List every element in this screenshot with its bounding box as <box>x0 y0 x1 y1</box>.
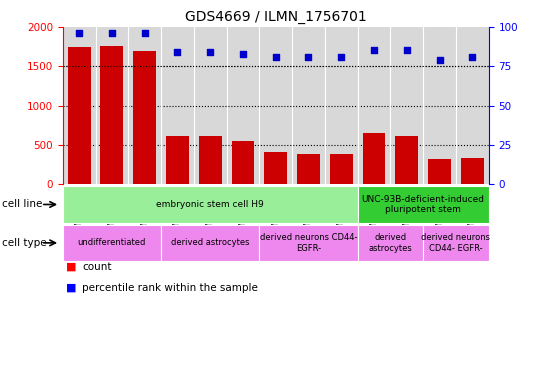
Point <box>337 54 346 60</box>
Bar <box>428 159 451 184</box>
Bar <box>390 27 423 184</box>
Bar <box>68 47 91 184</box>
Point <box>75 30 84 36</box>
Bar <box>363 133 385 184</box>
Bar <box>325 27 358 184</box>
Point <box>271 54 280 60</box>
Point <box>468 54 477 60</box>
Text: undifferentiated: undifferentiated <box>78 238 146 247</box>
Point <box>140 30 149 36</box>
Bar <box>63 27 96 184</box>
Bar <box>461 158 484 184</box>
Text: ■: ■ <box>66 262 76 272</box>
Bar <box>133 51 156 184</box>
Text: derived
astrocytes: derived astrocytes <box>369 233 412 253</box>
Bar <box>395 136 418 184</box>
Bar <box>456 27 489 184</box>
Bar <box>96 27 128 184</box>
Bar <box>259 27 292 184</box>
Point <box>402 47 411 53</box>
Text: derived neurons CD44-
EGFR-: derived neurons CD44- EGFR- <box>260 233 357 253</box>
Bar <box>297 154 320 184</box>
Bar <box>264 152 287 184</box>
Bar <box>358 27 390 184</box>
Bar <box>128 27 161 184</box>
Text: embryonic stem cell H9: embryonic stem cell H9 <box>156 200 264 209</box>
Bar <box>161 27 194 184</box>
Bar <box>199 136 222 184</box>
Text: derived astrocytes: derived astrocytes <box>171 238 250 247</box>
Bar <box>423 27 456 184</box>
Title: GDS4669 / ILMN_1756701: GDS4669 / ILMN_1756701 <box>185 10 366 25</box>
Point <box>239 51 247 57</box>
Text: derived neurons
CD44- EGFR-: derived neurons CD44- EGFR- <box>422 233 490 253</box>
Bar <box>194 27 227 184</box>
Bar <box>166 136 189 184</box>
Text: percentile rank within the sample: percentile rank within the sample <box>82 283 258 293</box>
Point <box>206 49 215 55</box>
Bar <box>292 27 325 184</box>
Bar <box>100 46 123 184</box>
Text: count: count <box>82 262 111 272</box>
Point <box>435 57 444 63</box>
Point <box>173 49 182 55</box>
Bar <box>330 154 353 184</box>
Text: UNC-93B-deficient-induced
pluripotent stem: UNC-93B-deficient-induced pluripotent st… <box>361 195 485 214</box>
Point <box>370 47 378 53</box>
Text: cell type: cell type <box>2 238 46 248</box>
Point <box>304 54 313 60</box>
Point <box>108 30 116 36</box>
Text: ■: ■ <box>66 283 76 293</box>
Bar <box>227 27 259 184</box>
Text: cell line: cell line <box>2 199 42 210</box>
Bar <box>232 141 254 184</box>
